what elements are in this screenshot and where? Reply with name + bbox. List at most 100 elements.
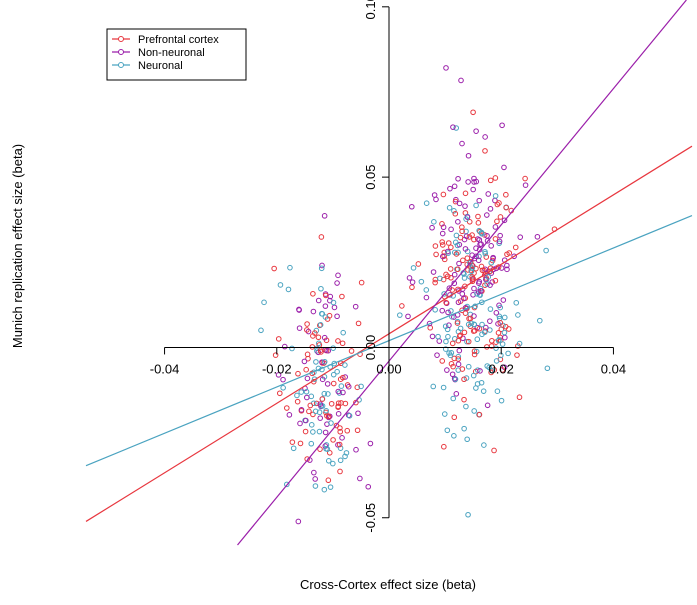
legend-label: Non-neuronal xyxy=(138,47,205,59)
data-point xyxy=(453,390,460,397)
data-point xyxy=(501,329,508,336)
data-point xyxy=(315,334,322,341)
data-point xyxy=(451,208,457,214)
data-point xyxy=(439,242,446,248)
data-point xyxy=(473,202,479,209)
points-layer xyxy=(258,65,558,525)
data-point xyxy=(450,363,456,370)
data-point xyxy=(272,352,279,358)
data-point xyxy=(462,246,469,252)
data-point xyxy=(304,394,310,401)
data-point xyxy=(470,186,476,193)
data-point xyxy=(512,244,519,251)
data-point xyxy=(325,347,332,354)
data-point xyxy=(340,329,346,336)
data-point xyxy=(491,447,497,454)
data-point xyxy=(464,255,471,261)
y-axis-title: Munich replication effect size (beta) xyxy=(10,144,25,348)
data-point xyxy=(487,177,494,184)
legend-marker xyxy=(118,62,124,68)
data-point xyxy=(466,234,473,240)
data-point xyxy=(276,390,283,397)
data-point xyxy=(281,343,288,350)
data-point xyxy=(468,268,475,275)
data-point xyxy=(310,290,316,297)
data-point xyxy=(498,397,505,404)
data-point xyxy=(324,381,331,387)
data-point xyxy=(431,219,437,225)
data-point xyxy=(474,336,481,343)
data-point xyxy=(441,411,448,417)
data-point xyxy=(430,269,437,275)
data-point xyxy=(335,400,342,406)
data-point xyxy=(306,408,312,415)
data-point xyxy=(294,398,301,405)
data-point xyxy=(318,265,325,272)
data-point xyxy=(337,445,344,451)
data-point xyxy=(465,338,472,345)
data-point xyxy=(353,446,359,453)
data-point xyxy=(408,203,415,210)
data-point xyxy=(367,440,374,447)
data-point xyxy=(455,299,462,306)
data-point xyxy=(464,338,470,345)
data-point xyxy=(448,226,454,233)
data-point xyxy=(484,238,491,244)
data-point xyxy=(432,279,438,286)
data-point xyxy=(461,271,467,277)
data-point xyxy=(317,322,324,328)
data-point xyxy=(459,228,465,235)
data-point xyxy=(448,274,454,281)
data-point xyxy=(505,326,512,332)
data-point xyxy=(304,375,311,382)
data-point xyxy=(487,318,493,324)
data-point xyxy=(309,344,316,350)
data-point xyxy=(465,152,472,159)
data-point xyxy=(298,407,305,413)
data-point xyxy=(296,306,302,313)
data-point xyxy=(494,218,500,225)
data-point xyxy=(319,262,325,269)
data-point xyxy=(449,340,456,347)
data-point xyxy=(451,433,457,439)
data-point xyxy=(298,389,305,395)
data-point xyxy=(321,358,328,365)
data-point xyxy=(497,320,504,326)
data-point xyxy=(323,407,329,414)
data-point xyxy=(497,232,503,239)
data-point xyxy=(466,218,473,225)
data-point xyxy=(498,326,505,333)
data-point xyxy=(451,271,458,278)
data-point xyxy=(317,401,323,407)
data-point xyxy=(494,388,501,395)
data-point xyxy=(325,458,332,464)
data-point xyxy=(492,193,499,199)
data-point xyxy=(522,175,528,182)
data-point xyxy=(334,280,340,286)
legend-label: Neuronal xyxy=(138,60,183,72)
data-point xyxy=(517,234,524,240)
data-point xyxy=(445,240,452,246)
axes-layer xyxy=(164,6,614,518)
data-point xyxy=(310,308,317,315)
data-point xyxy=(297,440,304,447)
data-point xyxy=(463,216,469,222)
data-point xyxy=(304,351,311,358)
data-point xyxy=(440,276,447,283)
data-point xyxy=(461,425,467,432)
data-point xyxy=(476,197,483,204)
data-point xyxy=(439,358,446,364)
data-point xyxy=(499,341,506,347)
data-point xyxy=(312,483,319,489)
data-point xyxy=(355,320,362,327)
fit-line xyxy=(237,0,687,546)
data-point xyxy=(475,289,482,295)
data-point xyxy=(321,486,328,493)
data-point xyxy=(488,243,494,249)
data-point xyxy=(456,347,463,354)
data-point xyxy=(501,217,508,224)
data-point xyxy=(352,303,359,310)
data-point xyxy=(492,224,499,230)
data-point xyxy=(345,383,352,390)
